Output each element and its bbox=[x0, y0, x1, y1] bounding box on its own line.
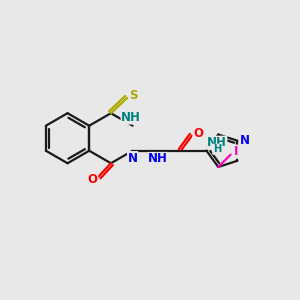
Text: H: H bbox=[213, 144, 221, 154]
Text: S: S bbox=[129, 89, 137, 102]
Text: O: O bbox=[193, 127, 203, 140]
Text: NH: NH bbox=[121, 111, 141, 124]
Text: O: O bbox=[88, 173, 98, 186]
Text: N: N bbox=[240, 134, 250, 147]
Text: N: N bbox=[128, 152, 138, 165]
Text: NH: NH bbox=[148, 152, 168, 166]
Text: NH: NH bbox=[207, 136, 227, 149]
Text: I: I bbox=[234, 145, 238, 158]
